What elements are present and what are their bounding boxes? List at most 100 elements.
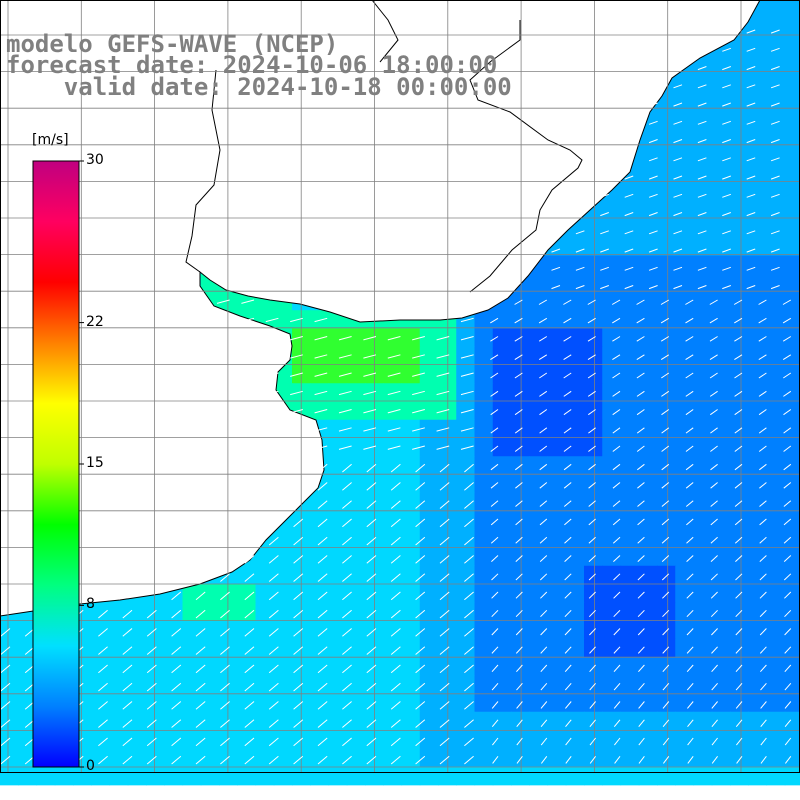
wind-cell (237, 711, 257, 731)
wind-arrow (685, 299, 694, 305)
wind-cell (474, 565, 494, 585)
wind-cell (456, 638, 476, 658)
wind-cell (419, 602, 439, 622)
wind-arrow (673, 84, 683, 89)
wind-arrow (710, 409, 718, 416)
wind-cell (675, 182, 695, 202)
wind-arrow (366, 628, 377, 637)
wind-arrow (539, 500, 548, 507)
wind-cell (730, 146, 749, 165)
wind-cell (401, 547, 421, 567)
wind-arrow (722, 47, 731, 52)
wind-cell (638, 310, 658, 330)
wind-cell (766, 730, 786, 749)
wind-arrow (648, 175, 658, 180)
wind-cell (766, 565, 786, 585)
wind-arrow (685, 336, 694, 342)
wind-arrow (746, 66, 756, 71)
wind-arrow (241, 299, 255, 304)
wind-cell (657, 109, 676, 129)
wind-arrow (342, 701, 352, 710)
wind-cell (492, 365, 512, 384)
wind-arrow (491, 682, 499, 691)
wind-arrow (735, 555, 743, 562)
wind-arrow (515, 482, 523, 489)
wind-cell (657, 273, 676, 293)
wind-cell (310, 401, 330, 421)
wind-arrow (490, 336, 499, 342)
wind-arrow (564, 591, 572, 599)
wind-arrow (436, 390, 450, 396)
wind-cell (328, 328, 348, 348)
wind-cell (675, 73, 695, 92)
wind-arrow (390, 518, 401, 528)
wind-cell (547, 474, 567, 494)
wind-arrow (268, 536, 279, 546)
wind-cell (492, 456, 512, 476)
wind-cell (693, 310, 713, 330)
wind-arrow (565, 737, 572, 746)
wind-arrow (587, 336, 596, 342)
wind-arrow (661, 500, 670, 507)
wind-cell (255, 547, 275, 567)
wind-cell (310, 766, 330, 786)
wind-cell (657, 602, 676, 622)
wind-cell (529, 547, 549, 567)
wind-cell (638, 638, 658, 658)
wind-arrow (293, 737, 304, 747)
wind-arrow (758, 372, 767, 379)
wind-arrow (244, 701, 255, 710)
wind-cell (328, 474, 348, 494)
wind-arrow (439, 500, 450, 509)
wind-cell (784, 273, 800, 293)
colorbar-tick-label: 8 (86, 596, 95, 613)
wind-arrow (338, 354, 352, 359)
wind-cell (602, 383, 622, 403)
wind-cell (255, 620, 275, 640)
wind-arrow (195, 682, 206, 692)
wind-cell (711, 292, 731, 311)
wind-cell (602, 365, 622, 384)
wind-cell (766, 438, 786, 457)
wind-arrow (685, 500, 694, 507)
wind-cell (584, 693, 603, 713)
wind-cell (127, 657, 147, 676)
wind-cell (529, 748, 549, 768)
wind-arrow (122, 755, 133, 765)
wind-cell (657, 547, 676, 567)
wind-cell (638, 346, 658, 366)
wind-cell (529, 328, 549, 348)
wind-cell (730, 91, 749, 111)
wind-arrow (460, 372, 474, 377)
wind-cell (474, 511, 494, 530)
wind-cell (328, 438, 348, 457)
wind-arrow (314, 445, 328, 450)
wind-cell (18, 748, 38, 768)
wind-arrow (711, 682, 718, 691)
wind-arrow (661, 390, 670, 397)
wind-arrow (613, 682, 621, 691)
wind-cell (748, 620, 768, 640)
wind-arrow (415, 591, 426, 601)
wind-cell (401, 438, 421, 457)
wind-arrow (265, 372, 279, 377)
wind-cell (711, 146, 731, 165)
wind-cell (164, 711, 184, 731)
wind-arrow (697, 175, 707, 180)
wind-cell (766, 219, 786, 238)
wind-arrow (492, 755, 499, 764)
wind-cell (584, 730, 603, 749)
wind-cell (766, 383, 786, 403)
wind-cell (273, 657, 293, 676)
wind-arrow (783, 372, 792, 379)
wind-arrow (293, 664, 304, 674)
wind-cell (711, 310, 731, 330)
wind-arrow (491, 591, 499, 599)
wind-cell (456, 529, 476, 549)
wind-arrow (390, 555, 401, 564)
wind-cell (529, 492, 549, 512)
wind-cell (547, 456, 567, 476)
wind-arrow (564, 664, 572, 673)
wind-cell (474, 438, 494, 457)
wind-arrow (588, 609, 596, 618)
